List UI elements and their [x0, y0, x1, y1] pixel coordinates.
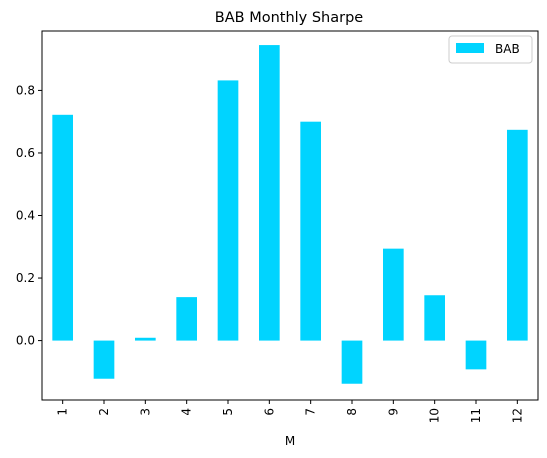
legend: BAB: [448, 35, 533, 64]
x-tick-label: 3: [138, 408, 152, 416]
bar-group: [52, 45, 528, 384]
bar-7: [300, 121, 321, 341]
x-axis: 1 2 3 4 5 6 7 8 9 10 11 12: [56, 400, 524, 423]
bar-9: [383, 248, 404, 341]
x-tick-label: 5: [221, 408, 235, 416]
chart-title: BAB Monthly Sharpe: [215, 10, 364, 26]
bar-1: [52, 114, 73, 341]
y-tick-label: 0.4: [16, 209, 35, 223]
y-tick-label: 0.2: [16, 271, 35, 285]
x-tick-label: 7: [304, 408, 318, 416]
legend-swatch: [456, 43, 484, 53]
bar-12: [507, 129, 528, 341]
bar-3: [135, 337, 156, 341]
x-tick-label: 4: [180, 408, 194, 416]
bar-5: [217, 80, 239, 341]
x-tick-label: 8: [345, 408, 359, 416]
y-tick-label: 0.8: [16, 83, 35, 97]
y-tick-label: 0.6: [16, 146, 35, 160]
x-tick-label: 6: [262, 408, 276, 416]
x-tick-label: 9: [386, 408, 400, 416]
y-axis: 0.0 0.2 0.4 0.6 0.8: [16, 83, 42, 348]
legend-box: [448, 35, 533, 64]
bar-4: [176, 297, 197, 341]
x-tick-label: 2: [97, 408, 111, 416]
legend-label: BAB: [495, 42, 520, 56]
x-tick-label: 10: [428, 408, 442, 423]
x-tick-label: 1: [56, 408, 70, 416]
x-tick-label: 11: [469, 408, 483, 423]
y-tick-label: 0.0: [16, 334, 35, 348]
plot-frame: [41, 30, 539, 401]
bar-10: [424, 295, 445, 341]
x-axis-label: M: [285, 434, 295, 448]
x-tick-label: 12: [510, 408, 524, 423]
bar-8: [341, 340, 363, 384]
bar-6: [259, 45, 280, 341]
bar-2: [93, 340, 115, 379]
bar-11: [465, 340, 487, 370]
